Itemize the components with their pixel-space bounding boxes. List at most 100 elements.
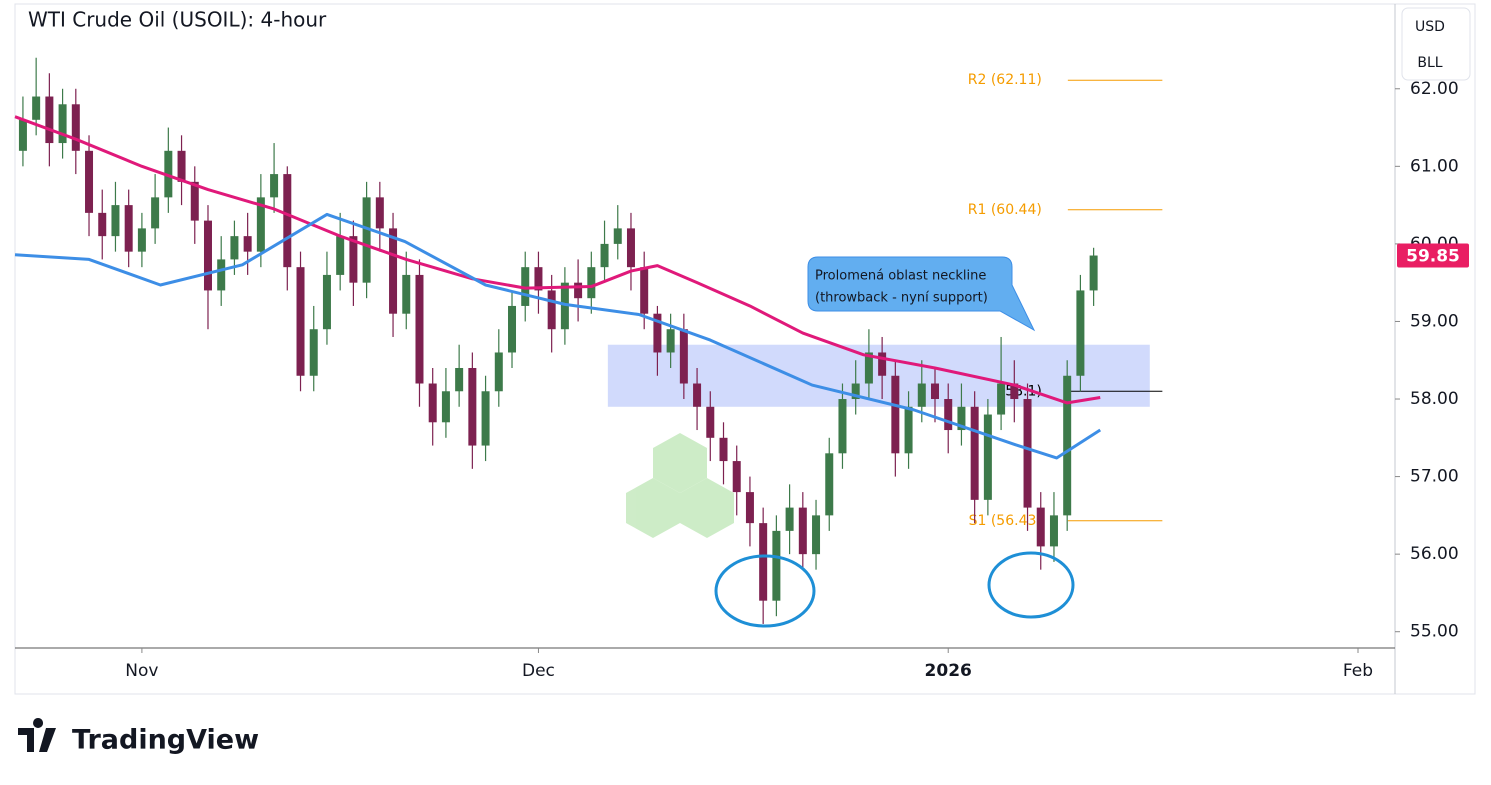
y-tick-label: 57.00 bbox=[1410, 467, 1459, 487]
candle-body bbox=[508, 305, 517, 353]
candle-body bbox=[309, 329, 318, 376]
y-tick-label: 61.00 bbox=[1410, 156, 1459, 176]
highlight-ellipse bbox=[714, 554, 816, 628]
candle-body bbox=[1036, 507, 1045, 547]
candle-body bbox=[349, 236, 358, 283]
candle-body bbox=[177, 150, 186, 182]
x-tick-label: Nov bbox=[125, 661, 158, 681]
candle-body bbox=[71, 104, 80, 151]
candle-body bbox=[679, 329, 688, 384]
candle-body bbox=[666, 329, 675, 353]
candle-body bbox=[653, 313, 662, 353]
y-tick-label: 59.00 bbox=[1410, 311, 1459, 331]
candle-body bbox=[402, 274, 411, 314]
candle-body bbox=[1010, 383, 1019, 400]
candle-body bbox=[375, 197, 384, 229]
y-tick-label: 62.00 bbox=[1410, 79, 1459, 99]
candle-body bbox=[785, 507, 794, 531]
candle-body bbox=[243, 236, 252, 252]
candle-body bbox=[891, 375, 900, 454]
x-tick-label: Dec bbox=[522, 661, 555, 681]
pivot-label: R1 (60.44) bbox=[968, 202, 1042, 218]
candle-body bbox=[190, 181, 199, 221]
logo-cube bbox=[653, 433, 707, 493]
y-tick-label: 58.00 bbox=[1410, 389, 1459, 409]
candle-body bbox=[534, 267, 543, 291]
candle-body bbox=[98, 212, 107, 237]
candle-body bbox=[957, 406, 966, 431]
chart-title: WTI Crude Oil (USOIL): 4-hour bbox=[28, 8, 327, 32]
candle-body bbox=[772, 530, 781, 601]
brand-mark bbox=[18, 718, 56, 752]
y-tick-label: 56.00 bbox=[1410, 544, 1459, 564]
candle-body bbox=[600, 243, 609, 268]
candle-body bbox=[428, 383, 437, 423]
candle-body bbox=[1063, 375, 1072, 516]
watermark bbox=[626, 433, 734, 538]
candle-body bbox=[217, 259, 226, 291]
x-tick-label: Feb bbox=[1343, 661, 1373, 681]
candle-body bbox=[825, 453, 834, 516]
candle-body bbox=[203, 220, 212, 291]
candle-body bbox=[415, 274, 424, 384]
candle-body bbox=[693, 383, 702, 407]
candle-body bbox=[362, 197, 371, 283]
logo-cube bbox=[626, 478, 680, 538]
candle-body bbox=[851, 383, 860, 400]
callout-line: Prolomená oblast neckline bbox=[815, 269, 986, 284]
last-price-box bbox=[1397, 243, 1469, 268]
candle-body bbox=[1076, 290, 1085, 376]
candle-body bbox=[296, 267, 305, 376]
candle-body bbox=[441, 391, 450, 423]
last-price-label: 59.85 bbox=[1406, 247, 1460, 267]
candle-body bbox=[455, 367, 464, 392]
candle-body bbox=[494, 352, 503, 392]
candle-body bbox=[798, 507, 807, 555]
currency: USD bbox=[1415, 19, 1445, 35]
pivot-label: (58.1) bbox=[1000, 383, 1042, 399]
candle-body bbox=[389, 228, 398, 314]
candle-body bbox=[18, 119, 27, 151]
y-tick-label: 55.00 bbox=[1410, 622, 1459, 642]
pivot-label: S1 (56.43) bbox=[969, 513, 1042, 529]
candle-body bbox=[587, 267, 596, 299]
brand-logo: TradingView bbox=[18, 718, 259, 756]
candle-body bbox=[983, 414, 992, 500]
callout-line: (throwback - nyní support) bbox=[815, 291, 988, 306]
candle-body bbox=[838, 399, 847, 454]
candle-body bbox=[32, 96, 41, 120]
candle-body bbox=[270, 174, 279, 198]
candle-body bbox=[812, 515, 821, 555]
candle-body bbox=[759, 523, 768, 601]
candle-body bbox=[230, 236, 239, 260]
plot-area: R2 (62.11) R1 (60.44) (58.1) S1 (56.43) bbox=[14, 57, 1163, 624]
candle-body bbox=[640, 267, 649, 314]
pivot-label: R2 (62.11) bbox=[968, 72, 1042, 88]
highlight-ellipse bbox=[987, 551, 1075, 619]
candle-body bbox=[878, 352, 887, 376]
candle-body bbox=[970, 406, 979, 500]
candle-body bbox=[864, 352, 873, 384]
candle-body bbox=[45, 96, 54, 144]
candle-body bbox=[997, 383, 1006, 415]
candle-body bbox=[151, 197, 160, 229]
candle-body bbox=[322, 274, 331, 330]
candle-body bbox=[1023, 399, 1032, 508]
candle-body bbox=[481, 391, 490, 446]
candle-body bbox=[521, 267, 530, 306]
candle-body bbox=[904, 406, 913, 454]
logo-cube bbox=[680, 478, 734, 538]
candle-body bbox=[124, 205, 133, 252]
candle-body bbox=[917, 383, 926, 407]
unit-box bbox=[1401, 7, 1471, 81]
candle-body bbox=[944, 399, 953, 431]
candle-body bbox=[547, 290, 556, 330]
candle-body bbox=[85, 150, 94, 213]
candle-body bbox=[745, 492, 754, 524]
candle-body bbox=[931, 383, 939, 400]
candle-body bbox=[560, 282, 569, 330]
candle-body bbox=[256, 197, 265, 252]
moving-average bbox=[14, 115, 1101, 405]
